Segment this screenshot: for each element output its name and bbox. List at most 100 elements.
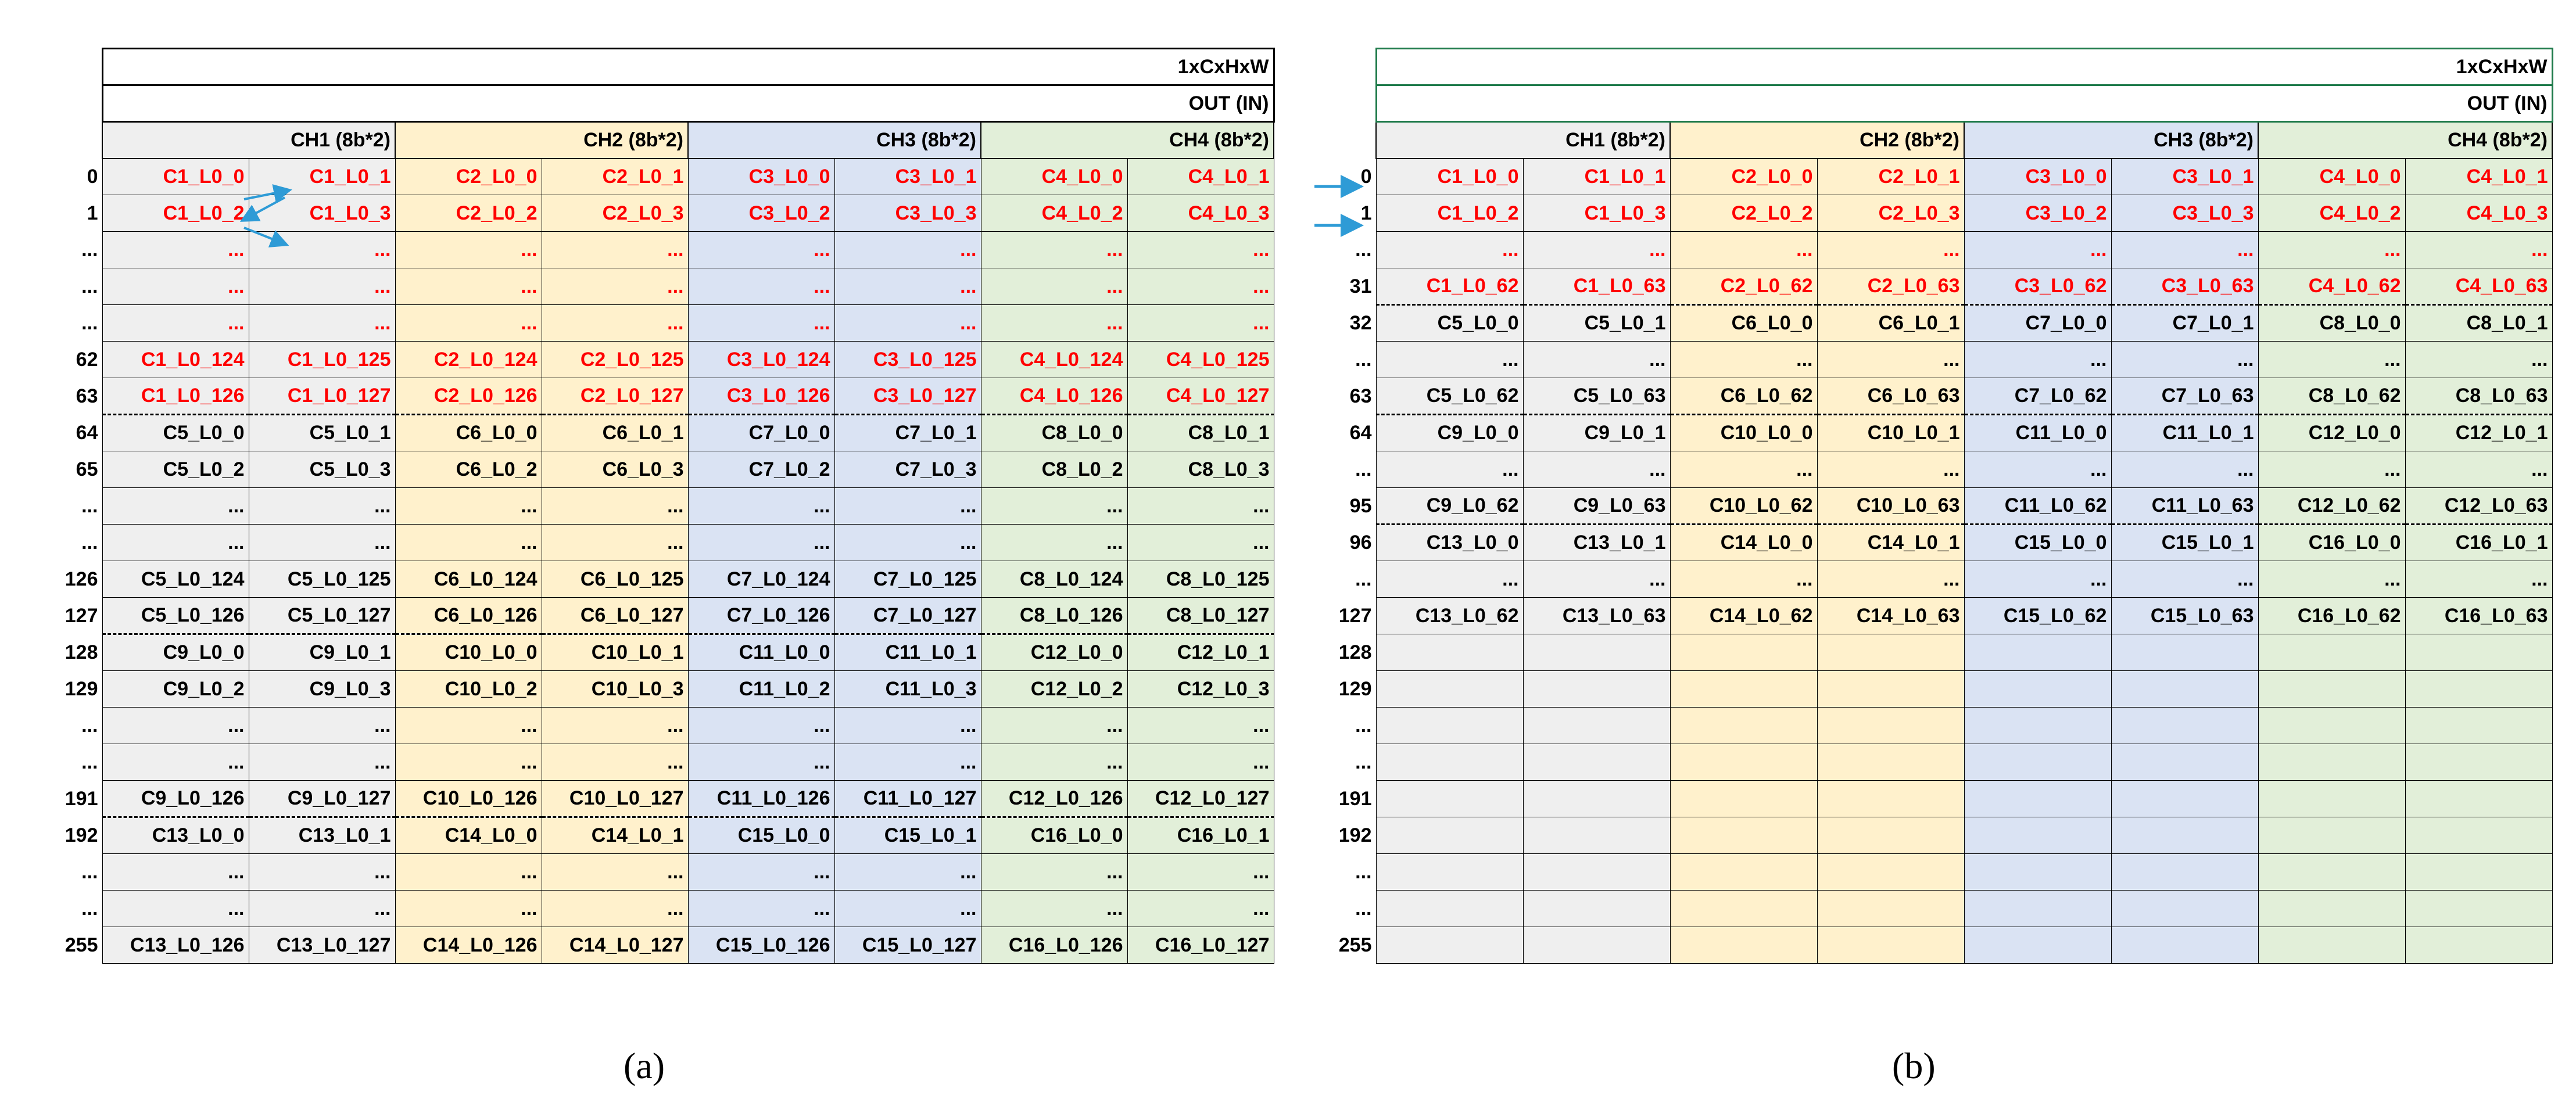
- data-cell: C15_L0_0: [1964, 524, 2112, 561]
- table-row: 63 C5_L0_62 C5_L0_63 C6_L0_62 C6_L0_63 C7_L0_…: [1319, 378, 2553, 415]
- row-index: 64: [45, 414, 102, 451]
- data-cell: ...: [834, 304, 981, 342]
- data-cell: C3_L0_63: [2111, 268, 2259, 306]
- data-cell: ...: [541, 890, 689, 927]
- row-index: ...: [1319, 341, 1376, 378]
- data-cell: ...: [834, 231, 981, 268]
- corner-blank: [45, 121, 102, 159]
- row-index: 63: [45, 378, 102, 415]
- data-cell: C7_L0_62: [1964, 378, 2112, 415]
- table-row: 32 C5_L0_0 C5_L0_1 C6_L0_0 C6_L0_1 C7_L0_0 C7_…: [1319, 304, 2553, 342]
- data-cell: ...: [1375, 231, 1524, 268]
- table-row: 192: [1319, 817, 2553, 854]
- memory-layout-table-b: 1xCxHxW OUT (IN) CH1 (8b*2) CH2 (8b*2) CH3 (…: [1319, 48, 2553, 964]
- data-cell: ...: [1127, 853, 1274, 891]
- table-row: ...........................: [45, 304, 1274, 342]
- table-title: 1xCxHxW: [1375, 48, 2553, 86]
- channel-header: CH4 (8b*2): [980, 121, 1274, 159]
- data-cell: ...: [541, 524, 689, 561]
- data-cell: ...: [395, 524, 542, 561]
- data-cell: ...: [395, 231, 542, 268]
- data-cell: C3_L0_0: [687, 158, 835, 195]
- data-cell: C11_L0_126: [687, 780, 835, 818]
- data-cell: C9_L0_0: [1375, 414, 1524, 451]
- data-cell: [1817, 744, 1965, 781]
- data-cell: ...: [1964, 561, 2112, 598]
- data-cell: C10_L0_63: [1817, 487, 1965, 525]
- table-title: 1xCxHxW: [101, 48, 1275, 86]
- data-cell: ...: [2405, 341, 2553, 378]
- data-cell: [1522, 780, 1671, 817]
- table-row: ...........................: [45, 268, 1274, 305]
- data-cell: [2258, 927, 2406, 964]
- corner-blank: [1319, 48, 1376, 85]
- data-cell: ...: [834, 853, 981, 891]
- data-cell: [1522, 817, 1671, 854]
- row-index: 95: [1319, 487, 1376, 525]
- data-cell: ...: [687, 268, 835, 305]
- data-cell: [2111, 670, 2259, 708]
- row-index: ...: [1319, 890, 1376, 927]
- row-index: ...: [45, 707, 102, 744]
- data-cell: ...: [1964, 231, 2112, 268]
- data-cell: C11_L0_1: [2111, 414, 2259, 451]
- data-cell: [1669, 890, 1818, 927]
- data-cell: [2258, 853, 2406, 891]
- data-cell: ...: [2111, 231, 2259, 268]
- row-index: 127: [1319, 597, 1376, 634]
- data-cell: ...: [102, 304, 249, 342]
- data-cell: C16_L0_0: [980, 817, 1128, 854]
- data-cell: C8_L0_1: [1127, 414, 1274, 451]
- data-cell: [2258, 707, 2406, 744]
- data-cell: [1375, 670, 1524, 708]
- data-cell: ...: [834, 524, 981, 561]
- row-index: ...: [1319, 707, 1376, 744]
- data-cell: C13_L0_0: [102, 817, 249, 854]
- data-cell: C14_L0_0: [395, 817, 542, 854]
- data-cell: ...: [1127, 524, 1274, 561]
- data-cell: C12_L0_63: [2405, 487, 2553, 525]
- data-cell: C15_L0_1: [2111, 524, 2259, 561]
- data-cell: C6_L0_125: [541, 561, 689, 598]
- data-cell: ...: [2258, 231, 2406, 268]
- data-cell: C11_L0_0: [1964, 414, 2112, 451]
- table-row: 127 C5_L0_126 C5_L0_127 C6_L0_126 C6_L0_127 C…: [45, 597, 1274, 635]
- row-index: 129: [1319, 670, 1376, 708]
- data-cell: ...: [1522, 451, 1671, 488]
- row-index: ...: [45, 853, 102, 891]
- data-cell: [2111, 707, 2259, 744]
- data-cell: C5_L0_125: [248, 561, 396, 598]
- data-cell: C10_L0_2: [395, 670, 542, 708]
- data-cell: C15_L0_127: [834, 927, 981, 964]
- data-cell: [1375, 634, 1524, 671]
- data-cell: [1817, 927, 1965, 964]
- row-index: 191: [45, 780, 102, 817]
- data-cell: C10_L0_126: [395, 780, 542, 818]
- row-index: 129: [45, 670, 102, 708]
- data-cell: ...: [248, 890, 396, 927]
- data-cell: C7_L0_1: [834, 414, 981, 451]
- row-index: 127: [45, 597, 102, 634]
- table-row: 191 C9_L0_126 C9_L0_127 C10_L0_126 C10_L0_12…: [45, 780, 1274, 818]
- data-cell: [1964, 927, 2112, 964]
- data-cell: ...: [1375, 451, 1524, 488]
- data-cell: C8_L0_2: [980, 451, 1128, 488]
- data-cell: C15_L0_62: [1964, 597, 2112, 634]
- data-cell: C5_L0_63: [1522, 378, 1671, 415]
- data-cell: ...: [541, 304, 689, 342]
- data-cell: C1_L0_3: [1522, 195, 1671, 232]
- data-cell: ...: [980, 707, 1128, 744]
- data-cell: C7_L0_2: [687, 451, 835, 488]
- channel-header: CH4 (8b*2): [2258, 121, 2553, 159]
- data-cell: C15_L0_0: [687, 817, 835, 854]
- data-cell: [1522, 707, 1671, 744]
- data-cell: C3_L0_3: [2111, 195, 2259, 232]
- data-cell: C11_L0_2: [687, 670, 835, 708]
- data-cell: ...: [1375, 341, 1524, 378]
- row-index: 128: [45, 634, 102, 671]
- data-cell: [1669, 853, 1818, 891]
- data-cell: C10_L0_1: [1817, 414, 1965, 451]
- data-cell: ...: [980, 304, 1128, 342]
- data-cell: C4_L0_0: [980, 158, 1128, 195]
